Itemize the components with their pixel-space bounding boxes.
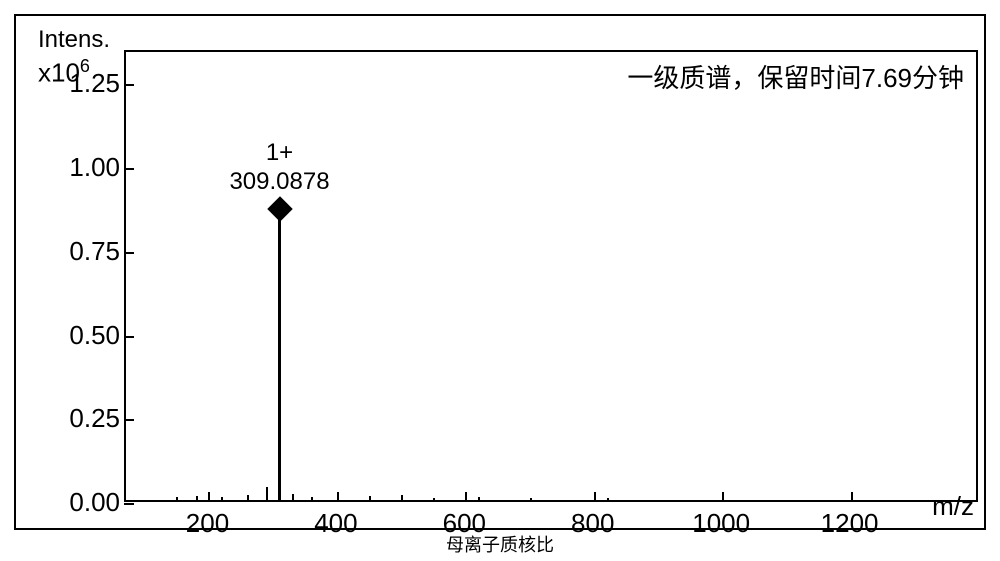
x-tick xyxy=(851,492,853,502)
x-tick-label: 200 xyxy=(186,508,229,539)
noise-peak xyxy=(369,496,371,500)
retention-time-annotation: 一级质谱，保留时间7.69分钟 xyxy=(627,58,964,95)
noise-peak xyxy=(478,497,480,500)
main-peak xyxy=(278,205,281,500)
peak-charge: 1+ xyxy=(229,139,329,168)
y-tick-label: 0.25 xyxy=(50,403,120,434)
noise-peak xyxy=(337,493,339,500)
noise-peak xyxy=(247,495,249,500)
y-tick-label: 1.00 xyxy=(50,152,120,183)
y-tick xyxy=(124,252,134,254)
x-tick xyxy=(465,492,467,502)
peak-marker-diamond xyxy=(267,197,292,222)
y-axis-label: Intens. xyxy=(38,26,110,54)
noise-peak xyxy=(221,497,223,500)
x-tick-label: 400 xyxy=(314,508,357,539)
noise-peak xyxy=(433,498,435,500)
y-tick-label: 0.75 xyxy=(50,236,120,267)
noise-peak xyxy=(176,497,178,500)
noise-peak xyxy=(607,498,609,500)
figure-caption: 母离子质核比 xyxy=(446,531,554,557)
x-tick-label: 1000 xyxy=(692,508,750,539)
x-tick xyxy=(594,492,596,502)
y-tick xyxy=(124,419,134,421)
y-tick xyxy=(124,503,134,505)
x-axis-label: m/z xyxy=(932,491,974,522)
y-tick-label: 0.50 xyxy=(50,320,120,351)
x-tick xyxy=(722,492,724,502)
plot-area: 一级质谱，保留时间7.69分钟 1+309.0878 xyxy=(124,50,978,502)
peak-label: 1+309.0878 xyxy=(229,139,329,197)
peak-mz: 309.0878 xyxy=(229,168,329,197)
noise-peak xyxy=(292,494,294,500)
x-tick-label: 800 xyxy=(571,508,614,539)
noise-peak xyxy=(266,487,268,500)
noise-peak xyxy=(401,495,403,500)
y-tick xyxy=(124,336,134,338)
y-tick xyxy=(124,168,134,170)
noise-peak xyxy=(196,496,198,500)
outer-frame: Intens. x106 一级质谱，保留时间7.69分钟 1+309.0878 … xyxy=(14,14,986,530)
x-tick xyxy=(208,492,210,502)
noise-peak xyxy=(311,497,313,500)
y-tick-label: 1.25 xyxy=(50,68,120,99)
y-tick xyxy=(124,84,134,86)
noise-peak xyxy=(530,498,532,500)
x-tick-label: 1200 xyxy=(821,508,879,539)
y-tick-label: 0.00 xyxy=(50,487,120,518)
